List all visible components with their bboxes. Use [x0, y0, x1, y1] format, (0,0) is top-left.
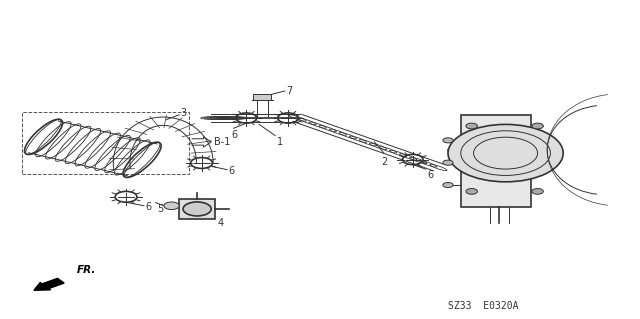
- Bar: [253, 94, 271, 100]
- Circle shape: [443, 138, 453, 143]
- Bar: [179, 199, 215, 219]
- Text: 7: 7: [286, 86, 292, 96]
- FancyArrow shape: [34, 278, 64, 290]
- Circle shape: [448, 124, 563, 182]
- Text: FR.: FR.: [77, 265, 96, 275]
- Circle shape: [532, 189, 543, 194]
- Text: 3: 3: [180, 108, 187, 118]
- Bar: [22, 112, 189, 174]
- Circle shape: [183, 202, 211, 216]
- Text: SZ33  E0320A: SZ33 E0320A: [448, 300, 518, 311]
- Text: B-1: B-1: [214, 137, 231, 147]
- Bar: [461, 115, 531, 207]
- Text: 1: 1: [276, 137, 283, 147]
- Text: 6: 6: [231, 130, 237, 140]
- Circle shape: [466, 123, 477, 129]
- Circle shape: [532, 123, 543, 129]
- Circle shape: [443, 182, 453, 188]
- Text: 6: 6: [427, 170, 433, 180]
- Circle shape: [443, 160, 453, 165]
- Circle shape: [466, 189, 477, 194]
- Text: 4: 4: [218, 218, 224, 227]
- Text: 2: 2: [381, 157, 387, 167]
- Circle shape: [164, 202, 179, 210]
- Text: 6: 6: [145, 202, 152, 212]
- Text: 5: 5: [157, 204, 163, 214]
- Text: 6: 6: [228, 166, 235, 176]
